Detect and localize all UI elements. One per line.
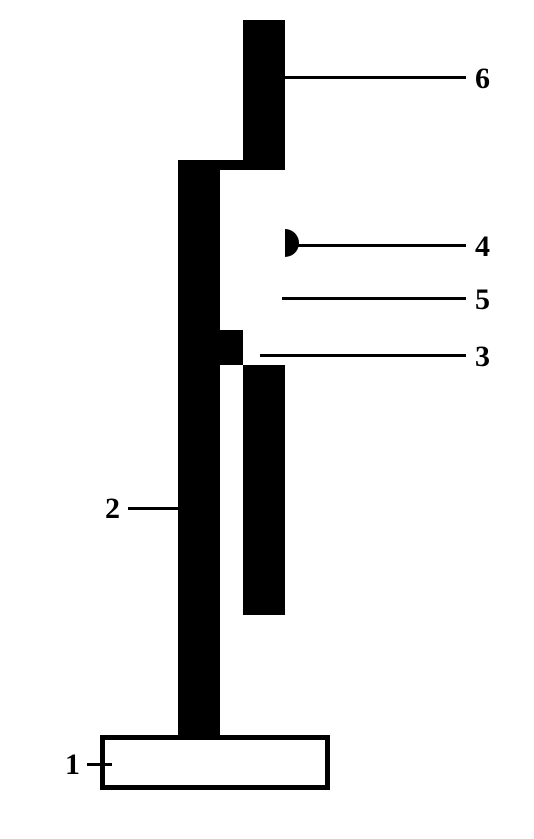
label-2: 2 xyxy=(105,492,120,526)
leader-line-4 xyxy=(298,244,466,247)
label-6: 6 xyxy=(475,62,490,96)
label-5: 5 xyxy=(475,283,490,317)
label-3: 3 xyxy=(475,340,490,374)
base-part xyxy=(100,735,330,790)
label-1: 1 xyxy=(65,748,80,782)
leader-line-5 xyxy=(282,297,466,300)
leader-line-6 xyxy=(285,76,466,79)
inner-notch-part xyxy=(220,330,243,365)
leader-line-2 xyxy=(128,507,178,510)
top-connector xyxy=(218,160,245,170)
technical-diagram: 6 4 5 3 2 1 xyxy=(0,0,534,839)
leader-line-3 xyxy=(260,354,466,357)
leader-line-1 xyxy=(87,763,112,766)
main-post-part xyxy=(178,160,220,735)
label-4: 4 xyxy=(475,230,490,264)
knob-part xyxy=(285,229,299,257)
